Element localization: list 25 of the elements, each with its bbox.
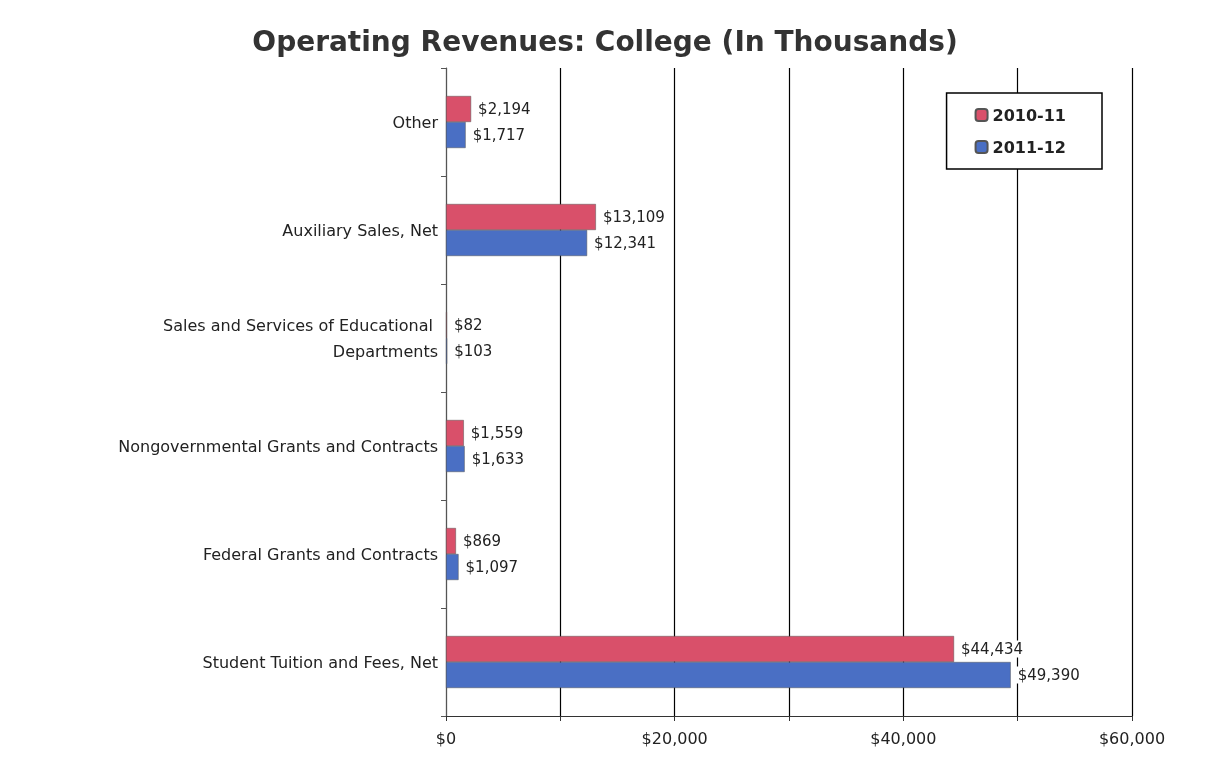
data-label: $44,434 <box>961 640 1024 658</box>
x-tick-label: $0 <box>435 728 457 748</box>
legend-label: 2011-12 <box>992 137 1066 157</box>
x-tick-label: $20,000 <box>641 728 708 748</box>
x-tick-label: $40,000 <box>870 728 937 748</box>
chart-title: Operating Revenues: College (In Thousands) <box>252 24 958 58</box>
data-label: $1,559 <box>470 424 524 442</box>
data-label: $869 <box>462 532 502 550</box>
y-tick-label: Other <box>392 112 439 132</box>
data-label: $12,341 <box>594 234 657 252</box>
y-tick-label: Student Tuition and Fees, Net <box>202 652 438 672</box>
x-tick-label: $60,000 <box>1098 728 1166 748</box>
y-tick-label: Auxiliary Sales, Net <box>282 220 438 240</box>
data-label: $1,633 <box>471 450 525 468</box>
data-label: $2,194 <box>478 100 531 118</box>
data-label: $1,097 <box>465 558 519 576</box>
y-tick-label: Nongovernmental Grants and Contracts <box>118 436 438 456</box>
y-tick-label: Federal Grants and Contracts <box>202 544 438 564</box>
data-label: $103 <box>454 342 493 360</box>
data-label: $1,717 <box>472 126 526 144</box>
data-label: $13,109 <box>602 208 665 226</box>
legend-label: 2010-11 <box>992 105 1066 125</box>
data-label: $49,390 <box>1017 666 1080 684</box>
data-label: $82 <box>453 316 483 334</box>
y-tick-label: Sales and Services of Educational Departments <box>163 315 438 361</box>
